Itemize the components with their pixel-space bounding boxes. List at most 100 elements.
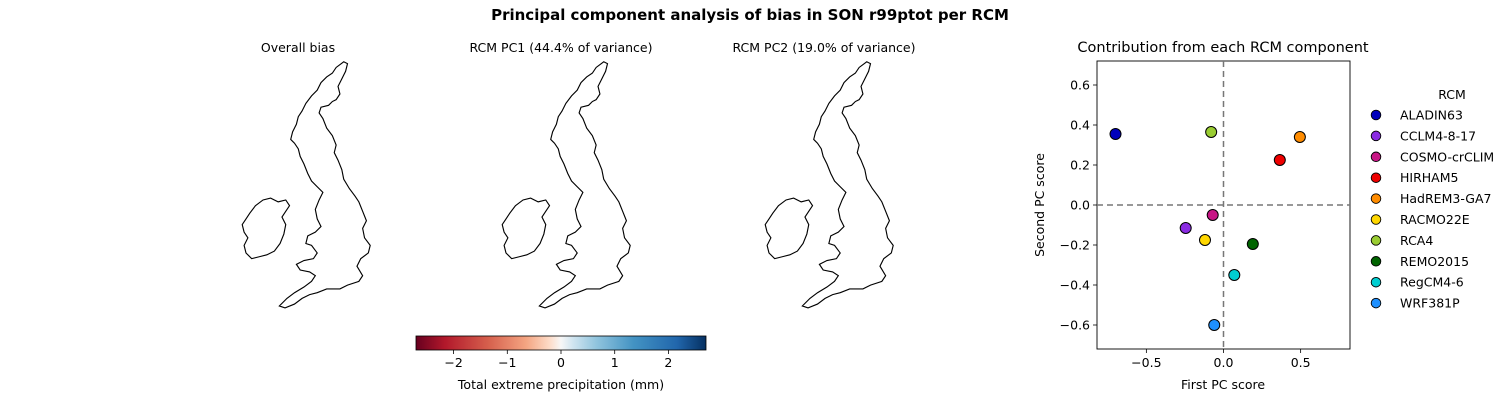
map-cell xyxy=(557,90,562,95)
map-cell xyxy=(557,166,562,171)
map-cell xyxy=(577,62,582,67)
map-cell xyxy=(381,110,385,114)
map-cell xyxy=(277,166,282,171)
map-cell xyxy=(321,198,326,203)
map-cell xyxy=(365,182,370,187)
map-cell xyxy=(213,134,217,138)
map-cell xyxy=(221,154,225,158)
map-cell xyxy=(237,246,241,250)
map-cell xyxy=(209,62,213,66)
map-cell xyxy=(497,190,501,194)
map-cell xyxy=(489,158,493,162)
map-cell xyxy=(625,182,630,187)
map-cell xyxy=(617,170,622,175)
map-cell xyxy=(313,174,318,179)
map-cell xyxy=(493,154,497,158)
map-cell xyxy=(217,106,221,110)
map-cell xyxy=(313,122,318,127)
map-cell xyxy=(249,194,254,199)
map-cell xyxy=(317,178,322,183)
map-cell xyxy=(353,74,358,79)
map-cell xyxy=(297,226,302,231)
map-cell xyxy=(605,130,610,135)
map-cell xyxy=(237,150,241,154)
map-cell xyxy=(385,202,389,206)
map-cell xyxy=(321,250,326,255)
map-cell xyxy=(365,78,370,83)
map-cell xyxy=(245,66,250,71)
map-cell xyxy=(369,206,371,211)
map-cell xyxy=(269,278,274,283)
map-cell xyxy=(305,286,310,291)
map-cell xyxy=(617,174,622,179)
map-cell xyxy=(245,298,250,303)
map-cell xyxy=(289,282,294,287)
map-cell xyxy=(253,246,258,251)
map-cell xyxy=(581,134,586,139)
map-cell xyxy=(389,190,393,194)
map-cell xyxy=(477,138,481,142)
map-cell xyxy=(565,150,570,155)
map-cell xyxy=(349,238,354,243)
map-cell xyxy=(389,230,393,234)
map-cell xyxy=(205,238,209,242)
map-cell xyxy=(305,266,310,271)
map-cell xyxy=(625,158,630,163)
map-cell xyxy=(381,150,385,154)
map-cell xyxy=(617,134,622,139)
map-cell xyxy=(257,114,262,119)
map-cell xyxy=(481,202,485,206)
map-cell xyxy=(277,70,282,75)
map-cell xyxy=(285,114,290,119)
map-cell xyxy=(273,150,278,155)
map-cell xyxy=(581,174,586,179)
map-cell xyxy=(217,182,221,186)
map-cell xyxy=(369,234,371,239)
map-cell xyxy=(285,142,290,147)
map-cell xyxy=(565,118,570,123)
map-cell xyxy=(237,134,241,138)
map-cell xyxy=(541,78,546,83)
map-cell xyxy=(277,174,282,179)
map-cell xyxy=(605,154,610,159)
map-cell xyxy=(625,166,630,171)
map-cell xyxy=(353,230,358,235)
map-cell xyxy=(341,110,346,115)
map-cell xyxy=(242,170,246,175)
map-cell xyxy=(297,306,302,308)
map-cell xyxy=(502,62,506,67)
map-cell xyxy=(577,126,582,131)
map-cell xyxy=(469,194,473,198)
map-cell xyxy=(301,138,306,143)
map-cell xyxy=(313,146,318,151)
map-cell xyxy=(545,118,550,123)
map-cell xyxy=(513,102,518,107)
map-cell xyxy=(573,86,578,91)
map-cell xyxy=(609,146,614,151)
map-cell xyxy=(561,202,566,207)
map-cell xyxy=(633,70,637,74)
map-cell xyxy=(242,74,246,79)
map-cell xyxy=(609,110,614,115)
map-cell xyxy=(209,242,213,246)
map-cell xyxy=(229,234,233,238)
map-cell xyxy=(293,102,298,107)
map-cell xyxy=(309,254,314,259)
map-cell xyxy=(325,318,329,322)
map-cell xyxy=(629,126,631,131)
map-cell xyxy=(573,170,578,175)
map-cell xyxy=(357,62,362,67)
map-cell xyxy=(609,134,614,139)
map-cell xyxy=(525,86,530,91)
map-cell xyxy=(641,86,645,90)
map-cell xyxy=(289,186,294,191)
map-cell xyxy=(577,166,582,171)
map-cell xyxy=(593,162,598,167)
map-cell xyxy=(377,178,381,182)
map-cell xyxy=(245,286,250,291)
map-cell xyxy=(393,146,397,150)
map-cell xyxy=(613,110,618,115)
map-cell xyxy=(345,214,350,219)
map-cell xyxy=(325,234,330,239)
map-cell xyxy=(653,58,657,62)
